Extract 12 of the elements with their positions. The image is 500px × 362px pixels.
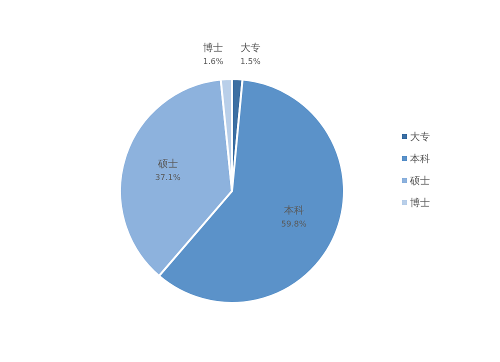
slice-label: 博士 <box>203 42 224 54</box>
data-label: 1.6% <box>203 57 224 66</box>
slice-label: 本科 <box>284 204 304 216</box>
data-label: 59.8% <box>281 219 307 228</box>
slice-label: 硕士 <box>156 158 178 170</box>
data-label: 37.1% <box>155 172 181 182</box>
legend-label: 本科 <box>410 153 430 165</box>
legend-label: 博士 <box>410 197 430 209</box>
slice-label: 大专 <box>240 42 260 54</box>
legend-label: 大专 <box>410 131 430 143</box>
legend-label: 硕士 <box>409 175 430 187</box>
data-label: 1.5% <box>240 57 261 66</box>
